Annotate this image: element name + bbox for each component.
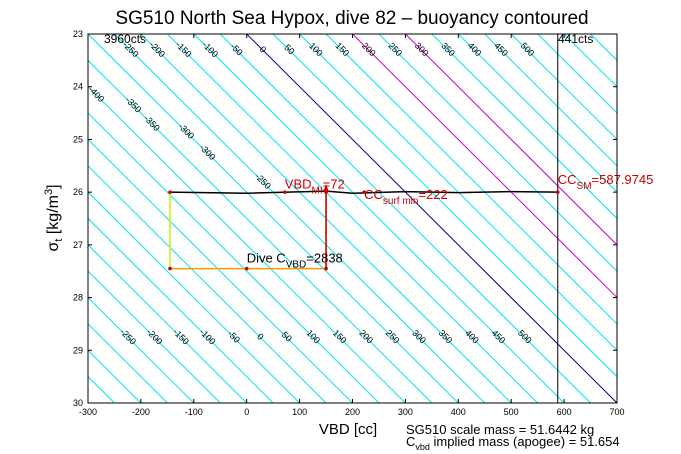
y-tick-label: 25 <box>73 134 83 144</box>
buoyancy-contour <box>272 34 617 378</box>
buoyancy-contour-highlight <box>405 34 617 246</box>
dive-trace <box>169 190 559 194</box>
contour-label-top: 50 <box>282 42 296 56</box>
buoyancy-contour <box>193 34 565 403</box>
y-tick-label: 27 <box>73 240 83 250</box>
x-tick-label: 700 <box>609 407 624 417</box>
dive-point-marker <box>244 266 249 271</box>
buoyancy-contour <box>616 34 617 35</box>
dive-point-marker <box>168 190 172 194</box>
buoyancy-contour <box>510 34 617 141</box>
y-tick-label: 26 <box>73 187 83 197</box>
buoyancy-contour-highlight <box>246 34 617 403</box>
x-tick-label: 0 <box>244 407 249 417</box>
plot-area: -350-300-250 -200 -150 -100 -50 0 50 100 150 200 2… <box>0 32 681 404</box>
x-tick-label: 500 <box>504 407 519 417</box>
buoyancy-contour <box>88 138 353 403</box>
corner-label-right: 441cts <box>558 32 593 46</box>
x-tick-label: -300 <box>79 407 97 417</box>
buoyancy-contour <box>670 34 681 403</box>
annotation-label: Dive CVBD=2838 <box>247 250 343 270</box>
buoyancy-contour <box>88 112 380 403</box>
buoyancy-contour <box>378 34 617 272</box>
contour-lines <box>0 34 681 403</box>
buoyancy-contour <box>88 34 459 403</box>
buoyancy-contour <box>88 296 195 403</box>
y-tick-label: 23 <box>73 29 83 39</box>
chart-title: SG510 North Sea Hypox, dive 82 – buoyanc… <box>115 8 588 29</box>
dive-point-marker <box>324 266 328 271</box>
buoyancy-contour <box>88 191 300 403</box>
vbd-arrow-marker <box>323 184 330 193</box>
x-tick-label: -100 <box>185 407 203 417</box>
dive-point-marker <box>362 190 366 194</box>
corner-label-left: 3960cts <box>104 32 146 46</box>
x-tick-label: 600 <box>557 407 572 417</box>
x-tick-label: 100 <box>292 407 307 417</box>
annotation-label: CCsurf min=222 <box>364 187 448 207</box>
buoyancy-contour <box>88 270 221 403</box>
buoyancy-contour <box>0 34 35 403</box>
dive-point-marker <box>555 190 560 194</box>
buoyancy-contour <box>537 34 617 114</box>
y-tick-label: 24 <box>73 82 83 92</box>
buoyancy-contour <box>431 34 617 220</box>
y-tick-label: 30 <box>73 398 83 408</box>
x-axis-label: VBD [cc] <box>319 421 377 438</box>
buoyancy-contour <box>643 34 681 403</box>
y-axis-label: σt [kg/m3] <box>43 184 65 251</box>
buoyancy-contour <box>88 244 248 403</box>
buoyancy-contour <box>88 59 433 403</box>
x-tick-label: 400 <box>451 407 466 417</box>
buoyancy-contour <box>88 217 274 403</box>
footer-scale-mass: SG510 scale mass = 51.6442 kg <box>406 422 594 437</box>
x-axis-ticks: -300 -200 -100 0 100 200 300 400 500 600 700 <box>79 34 625 417</box>
annotations: VBDMI=72 CCsurf min=222 CCSM=587.9745 Dive … <box>247 172 654 270</box>
y-tick-label: 29 <box>73 345 83 355</box>
x-tick-label: 200 <box>345 407 360 417</box>
buoyancy-contour <box>299 34 617 351</box>
buoyancy-contour <box>219 34 591 403</box>
contour-label-bottom: 0 <box>255 331 266 342</box>
buoyancy-contour <box>88 323 168 403</box>
buoyancy-contour <box>114 34 486 403</box>
dive-point-marker <box>282 190 287 194</box>
buoyancy-contour-highlight <box>352 34 617 299</box>
dive-point-marker <box>168 266 172 271</box>
dive-series <box>168 184 560 271</box>
footer-implied-mass: Cvbd implied mass (apogee) = 51.654 <box>406 434 620 452</box>
annotation-label: VBDMI=72 <box>285 176 345 196</box>
y-axis-ticks: 23 24 25 26 27 28 29 30 <box>73 29 617 408</box>
annotation-label: CCSM=587.9745 <box>558 172 654 192</box>
buoyancy-contour <box>88 86 406 403</box>
x-tick-label: 300 <box>398 407 413 417</box>
buoyancy-contour <box>484 34 617 167</box>
x-tick-label: -200 <box>132 407 150 417</box>
buoyancy-contour <box>166 34 539 403</box>
buoyancy-contour <box>457 34 617 193</box>
contour-label-top: 0 <box>258 44 269 55</box>
buoyancy-contour <box>88 165 327 403</box>
buoyancy-contour <box>325 34 617 325</box>
y-tick-label: 28 <box>73 293 83 303</box>
